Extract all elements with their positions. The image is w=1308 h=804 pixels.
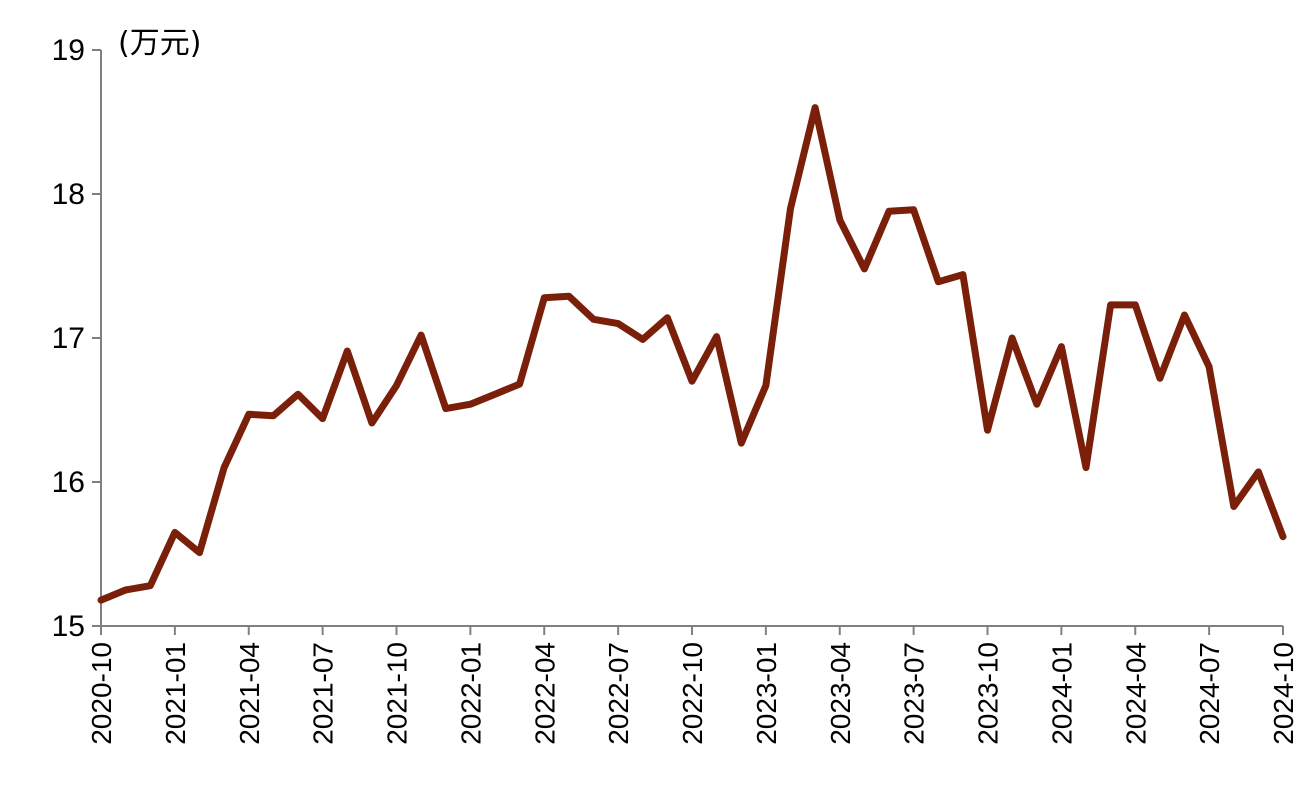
x-tick-label: 2021-04 [234,642,265,745]
y-tick-label: 16 [52,466,85,499]
x-tick-label: 2024-04 [1120,642,1151,745]
y-axis-unit-label: (万元) [118,26,201,61]
y-tick-label: 18 [52,178,85,211]
x-axis-ticks: 2020-10 2021-01 2021-04 2021-07 2021-10 2022-… [86,626,1299,745]
x-tick-label: 2023-07 [899,642,930,745]
x-tick-label: 2021-07 [308,642,339,745]
x-tick-label: 2023-01 [751,642,782,745]
y-tick-label: 17 [52,322,85,355]
y-tick-label: 15 [52,610,85,643]
x-tick-label: 2023-10 [973,642,1004,745]
x-tick-label: 2021-01 [160,642,191,745]
series-line [97,104,1287,604]
x-tick-label: 2024-01 [1046,642,1077,745]
x-tick-label: 2022-07 [603,642,634,745]
x-tick-label: 2023-04 [825,642,856,745]
x-tick-label: 2021-10 [382,642,413,745]
x-tick-label: 2022-10 [677,642,708,745]
y-tick-label: 19 [52,34,85,67]
x-tick-label: 2024-10 [1268,642,1299,745]
x-tick-label: 2022-01 [455,642,486,745]
y-axis-ticks: 15 16 17 18 19 [52,34,101,643]
series-layer [97,104,1287,604]
x-tick-label: 2024-07 [1194,642,1225,745]
x-tick-label: 2020-10 [86,642,117,745]
x-tick-label: 2022-04 [529,642,560,745]
